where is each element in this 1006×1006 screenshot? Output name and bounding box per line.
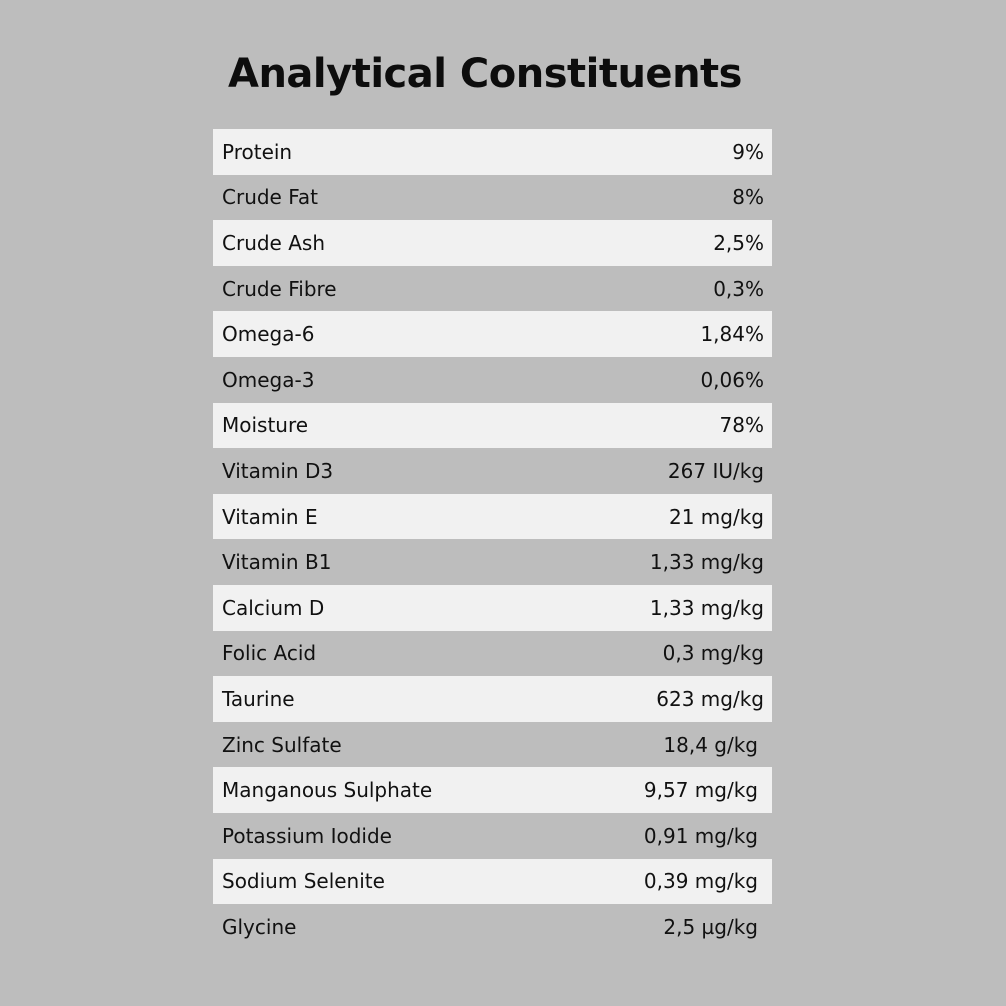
table-row: Glycine 2,5 µg/kg xyxy=(213,904,772,950)
row-value: 0,39 mg/kg xyxy=(643,869,758,894)
row-value: 9,57 mg/kg xyxy=(643,778,758,803)
row-value: 0,91 mg/kg xyxy=(643,823,758,848)
row-value: 2,5% xyxy=(713,230,764,255)
row-label: Zinc Sulfate xyxy=(222,732,342,757)
table-row: Manganous Sulphate 9,57 mg/kg xyxy=(213,767,772,813)
table-row: Moisture 78% xyxy=(213,402,772,449)
row-value: 78% xyxy=(719,413,764,438)
table-row: Vitamin E 21 mg/kg xyxy=(213,493,772,540)
row-label: Calcium D xyxy=(222,595,325,620)
row-label: Protein xyxy=(222,139,293,164)
table-row: Omega-3 0,06% xyxy=(213,357,772,403)
row-label: Crude Ash xyxy=(222,230,325,255)
row-label: Crude Fibre xyxy=(222,276,337,301)
row-label: Sodium Selenite xyxy=(222,869,385,894)
row-label: Manganous Sulphate xyxy=(222,778,433,803)
row-label: Vitamin D3 xyxy=(222,458,334,483)
row-label: Potassium Iodide xyxy=(222,823,392,848)
row-label: Omega-6 xyxy=(222,322,315,347)
row-value: 8% xyxy=(732,185,764,210)
row-label: Taurine xyxy=(222,686,295,711)
row-label: Omega-3 xyxy=(222,367,315,392)
row-label: Moisture xyxy=(222,413,309,438)
row-label: Folic Acid xyxy=(222,641,317,666)
row-value: 21 mg/kg xyxy=(669,504,764,529)
row-label: Glycine xyxy=(222,914,297,939)
row-value: 2,5 µg/kg xyxy=(663,914,758,939)
table-row: Protein 9% xyxy=(213,129,772,175)
table-row: Crude Fat 8% xyxy=(213,175,772,221)
row-value: 267 IU/kg xyxy=(667,458,764,483)
row-value: 18,4 g/kg xyxy=(663,732,758,757)
page-title: Analytical Constituents xyxy=(228,51,742,97)
row-value: 1,33 mg/kg xyxy=(649,550,764,575)
row-label: Vitamin B1 xyxy=(222,550,332,575)
row-value: 1,33 mg/kg xyxy=(649,595,764,620)
table-row: Sodium Selenite 0,39 mg/kg xyxy=(213,858,772,905)
table-row: Crude Fibre 0,3% xyxy=(213,266,772,312)
row-value: 0,06% xyxy=(700,367,764,392)
table-row: Vitamin D3 267 IU/kg xyxy=(213,448,772,494)
table-row: Folic Acid 0,3 mg/kg xyxy=(213,631,772,677)
table-row: Calcium D 1,33 mg/kg xyxy=(213,584,772,631)
row-value: 0,3 mg/kg xyxy=(662,641,764,666)
row-value: 1,84% xyxy=(700,322,764,347)
row-value: 623 mg/kg xyxy=(656,686,764,711)
table-row: Zinc Sulfate 18,4 g/kg xyxy=(213,722,772,768)
table-row: Potassium Iodide 0,91 mg/kg xyxy=(213,813,772,859)
row-label: Crude Fat xyxy=(222,185,318,210)
row-label: Vitamin E xyxy=(222,504,318,529)
row-value: 0,3% xyxy=(713,276,764,301)
table-row: Omega-6 1,84% xyxy=(213,311,772,357)
constituents-table: Protein 9% Crude Fat 8% Crude Ash 2,5% C… xyxy=(213,129,772,950)
table-row: Taurine 623 mg/kg xyxy=(213,676,772,722)
table-row: Vitamin B1 1,33 mg/kg xyxy=(213,539,772,585)
table-row: Crude Ash 2,5% xyxy=(213,220,772,266)
row-value: 9% xyxy=(732,139,764,164)
